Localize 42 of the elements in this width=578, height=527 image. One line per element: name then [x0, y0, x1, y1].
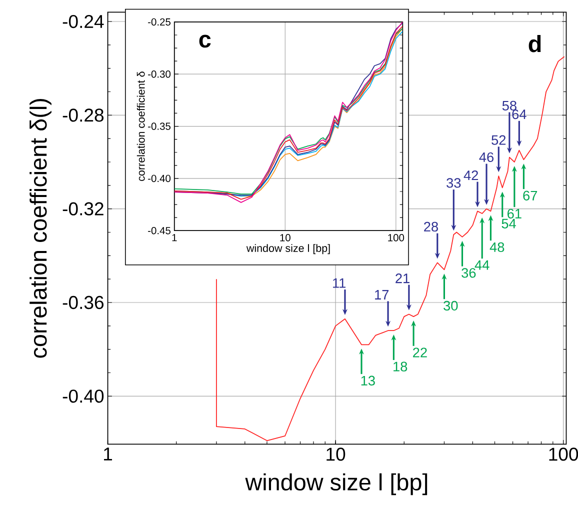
- annotation: c: [199, 34, 211, 48]
- annotation: 44: [474, 260, 490, 270]
- y-tick-label: -0.24: [62, 14, 104, 28]
- y-tick-label: -0.28: [62, 108, 104, 122]
- annotation: 28: [424, 222, 438, 232]
- x-axis-title: window size l [bp]: [245, 473, 428, 496]
- annotation: 64: [512, 109, 526, 120]
- annotation: 30: [444, 300, 458, 311]
- y-tick-label: -0.25: [148, 18, 170, 26]
- annotation: 18: [394, 362, 408, 372]
- x-tick-label: 100: [388, 234, 404, 242]
- x-tick-label: 100: [549, 448, 578, 461]
- x-tick-label: 10: [280, 234, 290, 242]
- y-tick-label: -0.45: [148, 227, 170, 234]
- annotation: 33: [446, 178, 461, 188]
- annotation: 58: [502, 100, 516, 111]
- x-tick-label: 1: [104, 448, 112, 460]
- annotation: d: [528, 35, 541, 52]
- y-tick-label: -0.40: [62, 390, 104, 403]
- annotation: 42: [464, 170, 478, 180]
- annotation: 36: [462, 268, 476, 278]
- x-axis-title: window size l [bp]: [246, 244, 330, 254]
- annotation: 13: [361, 376, 375, 386]
- annotation: 61: [508, 208, 522, 219]
- annotation: 22: [413, 348, 427, 358]
- y-tick-label: -0.30: [148, 70, 171, 78]
- y-axis-title: correlation coefficient δ: [136, 72, 145, 181]
- y-axis-title: correlation coefficient δ(l): [30, 99, 52, 358]
- annotation: 48: [490, 242, 504, 252]
- annotation: 52: [492, 135, 506, 145]
- y-tick-label: -0.35: [148, 122, 170, 130]
- annotation: 21: [396, 274, 410, 284]
- y-tick-label: -0.32: [62, 202, 104, 216]
- y-tick-label: -0.36: [62, 296, 104, 310]
- y-tick-label: -0.40: [148, 174, 171, 182]
- annotation: 11: [333, 278, 346, 288]
- x-tick-label: 1: [172, 234, 177, 242]
- annotation: 17: [375, 290, 389, 300]
- annotation: 67: [523, 190, 538, 201]
- x-tick-label: 10: [326, 448, 346, 461]
- annotation: 46: [479, 152, 494, 162]
- annotation: 54: [502, 218, 516, 228]
